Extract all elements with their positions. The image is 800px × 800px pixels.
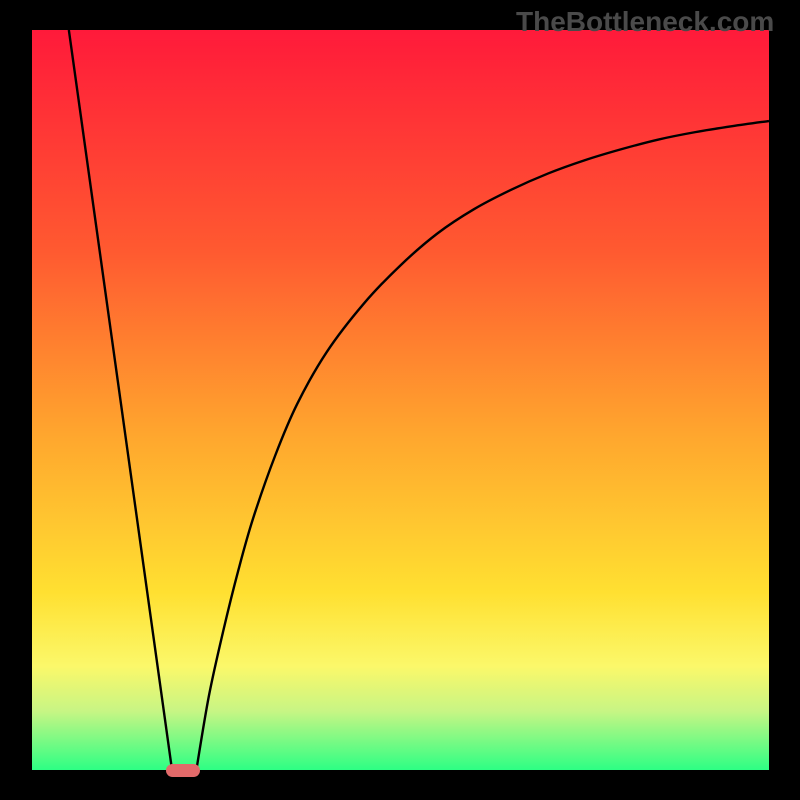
descending-line (69, 30, 172, 770)
ascending-curve (196, 121, 769, 770)
curve-layer (0, 0, 800, 800)
attribution-text: TheBottleneck.com (516, 6, 774, 38)
bottleneck-marker (166, 764, 200, 777)
chart-container: TheBottleneck.com (0, 0, 800, 800)
